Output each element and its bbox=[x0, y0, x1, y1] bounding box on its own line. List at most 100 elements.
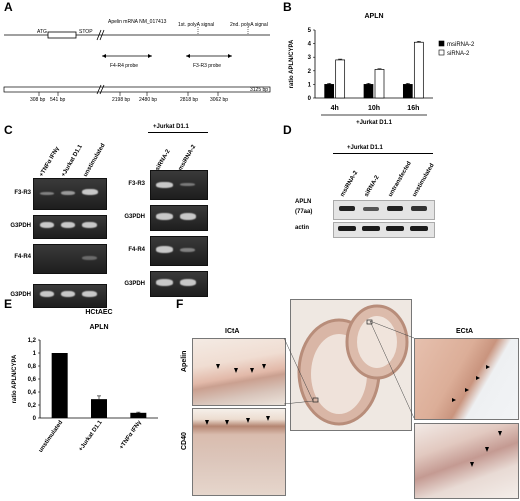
y-tick-label: 0 bbox=[33, 416, 37, 422]
chart-e: HCtAEC APLN 0 0,2 0,4 0,6 0,8 1 1,2 ratio APLN/CY… bbox=[12, 309, 158, 454]
tick-label: 2198 bp bbox=[112, 97, 131, 103]
band bbox=[180, 279, 196, 286]
chart-title: APLN bbox=[89, 324, 108, 331]
polya2-label: 2nd. polyA signal bbox=[230, 22, 268, 28]
ihc-ICtA-apelin bbox=[192, 338, 286, 406]
band bbox=[82, 189, 98, 195]
band bbox=[82, 222, 97, 228]
blot-band bbox=[363, 207, 379, 211]
panel-label-c: C bbox=[4, 123, 13, 137]
y-tick-label: 0,6 bbox=[28, 377, 37, 383]
band bbox=[180, 213, 196, 220]
band bbox=[40, 222, 54, 228]
tick-label: 2818 bp bbox=[180, 97, 199, 103]
row-label: G3PDH bbox=[124, 281, 145, 287]
panel-label-d: D bbox=[283, 123, 292, 137]
band bbox=[156, 246, 173, 253]
band bbox=[180, 248, 195, 252]
blot-band bbox=[411, 206, 427, 211]
blot-band bbox=[362, 226, 380, 231]
legend-label: msiRNA-2 bbox=[447, 42, 475, 48]
stop-label: STOP bbox=[79, 29, 93, 35]
row-label: G3PDH bbox=[10, 292, 31, 298]
ihc-ECtA-apelin bbox=[414, 338, 519, 420]
tick-label: 3062 bp bbox=[210, 97, 229, 103]
panel-label-e: E bbox=[4, 297, 13, 311]
tick-label: 2480 bp bbox=[139, 97, 158, 103]
y-tick-label: 3 bbox=[308, 55, 312, 61]
blot-band bbox=[386, 226, 404, 231]
legend-swatch bbox=[438, 49, 445, 56]
bar bbox=[91, 399, 107, 418]
icta-label: ICtA bbox=[225, 328, 240, 335]
atg-label: ATG bbox=[37, 29, 47, 35]
band bbox=[180, 183, 195, 186]
y-tick-label: 4 bbox=[308, 42, 312, 48]
mrna-diagram bbox=[3, 27, 271, 96]
y-tick-label: 0,8 bbox=[28, 364, 37, 370]
chart-b: APLN 0 1 2 3 4 5 ratio APLN/CYPA 4h 10h 16h +Jurkat… bbox=[289, 13, 475, 126]
ihc-overview bbox=[290, 299, 412, 431]
blot-band bbox=[338, 226, 356, 231]
panel-label-f: F bbox=[176, 297, 184, 311]
row-label: APLN bbox=[295, 199, 312, 205]
band bbox=[82, 291, 97, 297]
bar bbox=[130, 412, 147, 418]
mrna-label: Apelin mRNA NM_017413 bbox=[108, 19, 167, 25]
ihc-ECtA-cd40 bbox=[414, 423, 519, 499]
row-label: (77aa) bbox=[295, 209, 313, 215]
row-label: F3-R3 bbox=[14, 190, 31, 196]
x-tick-label: 16h bbox=[407, 105, 419, 112]
band bbox=[40, 192, 54, 195]
orf-box bbox=[47, 31, 77, 39]
genomic-bar bbox=[3, 86, 271, 93]
end-label: 3125 bp bbox=[250, 87, 269, 93]
legend-swatch bbox=[438, 40, 445, 47]
polya1-label: 1st. polyA signal bbox=[178, 22, 215, 28]
band bbox=[61, 291, 75, 297]
y-axis-label: ratio APLN/CYPA bbox=[12, 354, 18, 403]
band bbox=[156, 182, 173, 188]
y-tick-label: 1 bbox=[33, 351, 37, 357]
row-label: F4-R4 bbox=[14, 254, 31, 260]
chart-title: APLN bbox=[364, 13, 383, 20]
y-tick-label: 2 bbox=[308, 69, 312, 75]
tick-label: 308 bp bbox=[30, 97, 46, 103]
y-tick-label: 1,2 bbox=[28, 338, 37, 344]
x-axis-label: +Jurkat D1.1 bbox=[356, 120, 393, 126]
band bbox=[156, 279, 173, 286]
bar bbox=[51, 353, 68, 418]
blot-apln bbox=[333, 200, 435, 220]
probe2-label: F3-R3 probe bbox=[193, 63, 222, 69]
y-tick-label: 5 bbox=[308, 28, 312, 34]
band bbox=[61, 222, 75, 228]
chart-subtitle: HCtAEC bbox=[85, 309, 112, 316]
band bbox=[156, 213, 173, 220]
blot-actin bbox=[333, 222, 435, 238]
legend-label: siRNA-2 bbox=[447, 51, 470, 57]
y-axis-label: ratio APLN/CYPA bbox=[289, 39, 295, 88]
y-tick-label: 1 bbox=[308, 82, 312, 88]
band bbox=[82, 256, 97, 260]
blot-band bbox=[387, 206, 403, 211]
y-tick-label: 0,4 bbox=[28, 390, 37, 396]
y-tick-label: 0,2 bbox=[28, 403, 37, 409]
d-header-line bbox=[333, 153, 433, 154]
y-tick-label: 0 bbox=[308, 96, 312, 102]
tick-label: 541 bp bbox=[50, 97, 66, 103]
row-label: F3-R3 bbox=[128, 181, 145, 187]
c-header-line bbox=[148, 132, 208, 133]
bar bbox=[374, 69, 385, 99]
blot-band bbox=[339, 206, 355, 211]
gel-f4r4-left bbox=[33, 244, 107, 274]
row-label: actin bbox=[295, 225, 310, 231]
row-label: G3PDH bbox=[124, 214, 145, 220]
row-label: G3PDH bbox=[10, 223, 31, 229]
panel-label-b: B bbox=[283, 0, 292, 14]
x-tick-label: 10h bbox=[368, 105, 380, 112]
probe1-label: F4-R4 probe bbox=[110, 63, 139, 69]
d-header: +Jurkat D1.1 bbox=[347, 145, 383, 151]
row-label: F4-R4 bbox=[128, 247, 145, 253]
ecta-label: ECtA bbox=[456, 328, 474, 335]
